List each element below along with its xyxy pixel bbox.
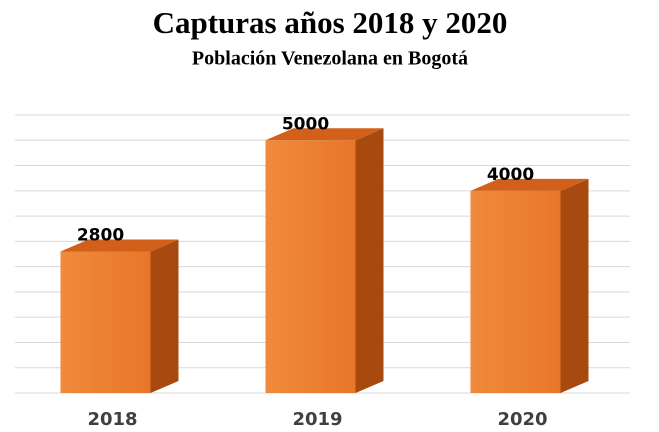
- bar-front: [470, 190, 561, 393]
- value-label: 2800: [77, 225, 124, 245]
- x-tick-label: 2020: [497, 409, 547, 430]
- bar-top: [60, 239, 179, 252]
- bar-side: [560, 178, 589, 393]
- value-label: 4000: [487, 165, 534, 185]
- bar-side: [355, 128, 384, 394]
- chart-subtitle: Población Venezolana en Bogotá: [192, 48, 468, 70]
- value-label: 5000: [282, 114, 329, 134]
- bar-top: [265, 128, 384, 141]
- bar: [60, 239, 179, 393]
- x-tick-label: 2019: [292, 409, 342, 430]
- bar-top: [470, 178, 589, 191]
- bar-front: [60, 251, 151, 393]
- bar-side: [150, 239, 179, 393]
- bar: [265, 128, 384, 394]
- bar: [470, 178, 589, 393]
- x-tick-label: 2018: [87, 409, 137, 430]
- bar-front: [265, 140, 356, 393]
- chart-title: Capturas años 2018 y 2020: [153, 5, 508, 40]
